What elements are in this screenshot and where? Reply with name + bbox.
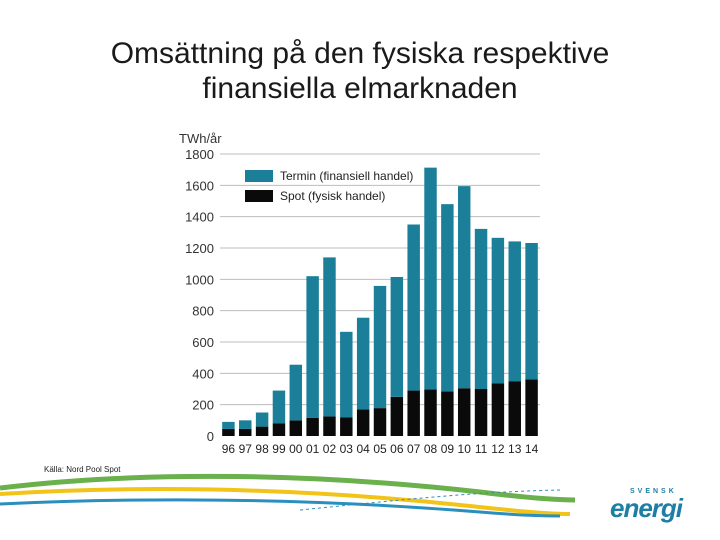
bar-spot-14 — [525, 379, 538, 436]
bar-spot-13 — [508, 381, 521, 436]
swoosh-dashed-line — [299, 489, 561, 511]
y-axis-unit-label: TWh/år — [179, 131, 222, 146]
x-tick-label: 05 — [373, 442, 387, 456]
x-tick-label: 07 — [407, 442, 421, 456]
bars-layer — [222, 167, 538, 436]
y-tick-label: 0 — [207, 429, 214, 444]
bar-termin-12 — [491, 237, 505, 384]
bar-termin-07 — [407, 224, 420, 391]
x-tick-label: 98 — [255, 442, 269, 456]
bar-termin-99 — [272, 390, 286, 424]
x-tick-label: 10 — [458, 442, 472, 456]
slide-title: Omsättning på den fysiska respektive fin… — [60, 36, 660, 106]
bar-termin-14 — [525, 242, 538, 380]
x-tick-label: 14 — [525, 442, 539, 456]
bar-spot-01 — [306, 417, 319, 436]
chart-legend: Termin (finansiell handel) Spot (fysisk h… — [245, 169, 413, 203]
x-tick-label: 96 — [222, 442, 236, 456]
bar-spot-04 — [356, 409, 370, 436]
bar-spot-97 — [239, 428, 252, 436]
bar-termin-06 — [390, 276, 404, 397]
y-tick-label: 1600 — [185, 178, 214, 193]
bar-termin-04 — [356, 317, 370, 410]
swoosh-green-line — [0, 473, 576, 503]
x-tick-label: 03 — [340, 442, 354, 456]
bar-spot-10 — [457, 388, 471, 436]
bar-spot-07 — [407, 390, 420, 436]
bar-spot-96 — [222, 428, 235, 436]
logo-small-text: SVENSK — [630, 488, 677, 495]
swoosh-blue-line — [0, 498, 561, 518]
bar-termin-02 — [323, 257, 336, 417]
title-line-1: Omsättning på den fysiska respektive — [110, 37, 610, 70]
bar-spot-11 — [474, 389, 488, 436]
bar-termin-00 — [289, 364, 303, 421]
x-tick-label: 97 — [239, 442, 253, 456]
logo-main-text: energi — [610, 493, 683, 523]
bar-termin-11 — [474, 228, 488, 389]
y-tick-label: 1200 — [185, 241, 214, 256]
x-tick-label: 06 — [390, 442, 404, 456]
bar-spot-09 — [441, 391, 454, 436]
x-tick-label: 04 — [356, 442, 370, 456]
title-line-2: finansiella elmarknaden — [202, 72, 518, 105]
bar-termin-96 — [222, 421, 235, 429]
bar-termin-97 — [239, 420, 252, 429]
bar-termin-05 — [373, 285, 387, 409]
bar-termin-08 — [424, 167, 437, 390]
legend-label: Spot (fysisk handel) — [280, 189, 385, 203]
bar-termin-09 — [441, 204, 454, 392]
x-tick-label: 99 — [272, 442, 286, 456]
bar-spot-02 — [323, 416, 336, 436]
bar-spot-03 — [340, 417, 353, 436]
bar-spot-00 — [289, 420, 303, 436]
bar-termin-10 — [457, 186, 471, 389]
y-tick-label: 400 — [192, 366, 214, 381]
x-tick-label: 01 — [306, 442, 320, 456]
y-tick-label: 1800 — [185, 147, 214, 162]
bar-spot-98 — [255, 426, 269, 436]
x-tick-label: 00 — [289, 442, 303, 456]
y-tick-label: 1000 — [185, 272, 214, 287]
bar-spot-08 — [424, 389, 437, 436]
bar-spot-12 — [491, 383, 505, 436]
x-tick-label: 11 — [475, 442, 488, 456]
bar-spot-05 — [373, 408, 387, 436]
footer-swoosh-decoration — [0, 473, 576, 518]
svensk-energi-logo: SVENSK energi — [610, 488, 692, 522]
bar-spot-99 — [272, 423, 286, 436]
bar-termin-13 — [508, 241, 521, 382]
bar-termin-98 — [255, 412, 269, 427]
x-tick-label: 02 — [323, 442, 337, 456]
x-tick-label: 09 — [441, 442, 455, 456]
bar-spot-06 — [390, 396, 404, 436]
bar-termin-03 — [340, 331, 353, 418]
source-note: Källa: Nord Pool Spot — [44, 465, 121, 474]
y-tick-label: 800 — [192, 304, 214, 319]
swoosh-yellow-line — [0, 487, 571, 516]
x-tick-label: 08 — [424, 442, 438, 456]
legend-swatch — [245, 190, 273, 202]
x-tick-label: 13 — [508, 442, 522, 456]
y-tick-label: 200 — [192, 398, 214, 413]
bar-termin-01 — [306, 276, 319, 418]
y-tick-label: 600 — [192, 335, 214, 350]
legend-swatch — [245, 170, 273, 182]
x-tick-label: 12 — [491, 442, 505, 456]
legend-label: Termin (finansiell handel) — [280, 169, 413, 183]
y-tick-label: 1400 — [185, 210, 214, 225]
